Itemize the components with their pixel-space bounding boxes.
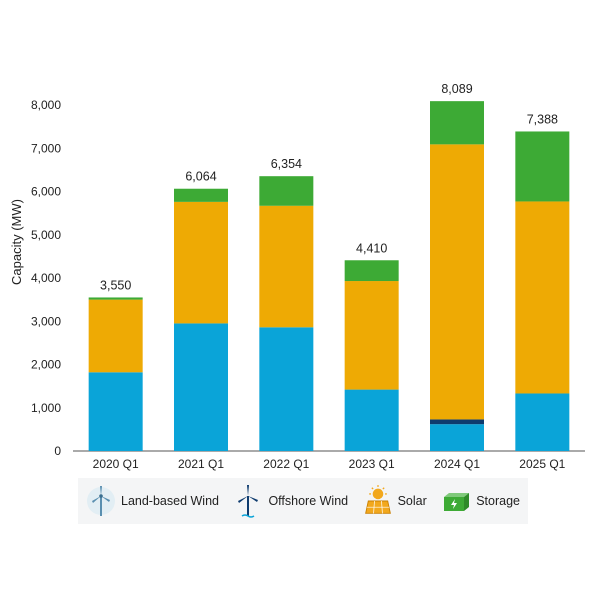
x-tick-label: 2021 Q1 bbox=[178, 457, 224, 471]
bar-segment-solar bbox=[515, 201, 570, 394]
bar-segment-land-based-wind bbox=[259, 327, 314, 451]
bar-segment-storage bbox=[174, 188, 228, 202]
bar-segment-land-based-wind bbox=[430, 424, 484, 451]
offshore-wind-turbine-icon bbox=[233, 483, 263, 519]
y-tick-label: 5,000 bbox=[31, 228, 61, 242]
bar-segment-land-based-wind bbox=[515, 393, 570, 451]
bar-segment-land-based-wind bbox=[344, 389, 399, 451]
y-tick-label: 3,000 bbox=[31, 314, 61, 328]
x-tick-label: 2024 Q1 bbox=[434, 457, 480, 471]
bar-segment-storage bbox=[344, 260, 399, 282]
x-axis-ticks: 2020 Q1 2021 Q1 2022 Q1 2023 Q1 2024 Q1 2025 … bbox=[93, 457, 566, 471]
bar-segment-solar bbox=[259, 205, 314, 328]
legend-label-offshore-wind: Offshore Wind bbox=[268, 494, 349, 508]
solar-panel-icon bbox=[363, 483, 393, 519]
total-label: 8,089 bbox=[441, 82, 472, 96]
y-tick-label: 0 bbox=[54, 444, 61, 458]
battery-storage-icon bbox=[441, 483, 471, 519]
legend-label-solar: Solar bbox=[397, 494, 427, 508]
y-tick-label: 6,000 bbox=[31, 185, 61, 199]
bar-segment-land-based-wind bbox=[174, 323, 228, 451]
y-tick-label: 7,000 bbox=[31, 141, 61, 155]
total-label: 3,550 bbox=[100, 278, 131, 292]
x-tick-label: 2025 Q1 bbox=[519, 457, 565, 471]
y-axis-label: Capacity (MW) bbox=[9, 199, 24, 285]
bar-segment-offshore-wind bbox=[430, 419, 484, 425]
bar-segment-solar bbox=[430, 144, 484, 420]
x-tick-label: 2022 Q1 bbox=[263, 457, 309, 471]
bar-stacks bbox=[88, 101, 570, 451]
bar-segment-storage bbox=[430, 101, 484, 145]
legend-item-storage: Storage bbox=[441, 483, 520, 519]
y-tick-label: 1,000 bbox=[31, 401, 61, 415]
bar-segment-land-based-wind bbox=[88, 372, 143, 451]
y-tick-label: 8,000 bbox=[31, 98, 61, 112]
bar-segment-storage bbox=[515, 131, 570, 202]
bar-segment-solar bbox=[174, 201, 228, 324]
bar-segment-solar bbox=[88, 299, 143, 373]
bar-segment-storage bbox=[88, 297, 143, 300]
total-label: 6,064 bbox=[185, 170, 216, 184]
total-labels: 3,550 6,064 6,354 4,410 8,089 7,388 bbox=[100, 82, 558, 292]
legend-label-storage: Storage bbox=[476, 494, 520, 508]
chart-legend: Land-based Wind Offshore Wind bbox=[78, 478, 528, 524]
legend-label-land-wind: Land-based Wind bbox=[121, 494, 219, 508]
x-tick-label: 2023 Q1 bbox=[349, 457, 395, 471]
y-tick-label: 4,000 bbox=[31, 271, 61, 285]
y-tick-label: 2,000 bbox=[31, 358, 61, 372]
y-axis-ticks: 0 1,000 2,000 3,000 4,000 5,000 6,000 7,000 8,00… bbox=[31, 98, 61, 458]
total-label: 6,354 bbox=[271, 157, 302, 171]
total-label: 7,388 bbox=[527, 112, 558, 126]
legend-item-offshore-wind: Offshore Wind bbox=[233, 483, 348, 519]
legend-item-land-wind: Land-based Wind bbox=[86, 483, 219, 519]
bar-segment-storage bbox=[259, 176, 314, 206]
total-label: 4,410 bbox=[356, 241, 387, 255]
land-wind-turbine-icon bbox=[86, 483, 116, 519]
x-tick-label: 2020 Q1 bbox=[93, 457, 139, 471]
legend-item-solar: Solar bbox=[363, 483, 427, 519]
bar-segment-solar bbox=[344, 281, 399, 390]
